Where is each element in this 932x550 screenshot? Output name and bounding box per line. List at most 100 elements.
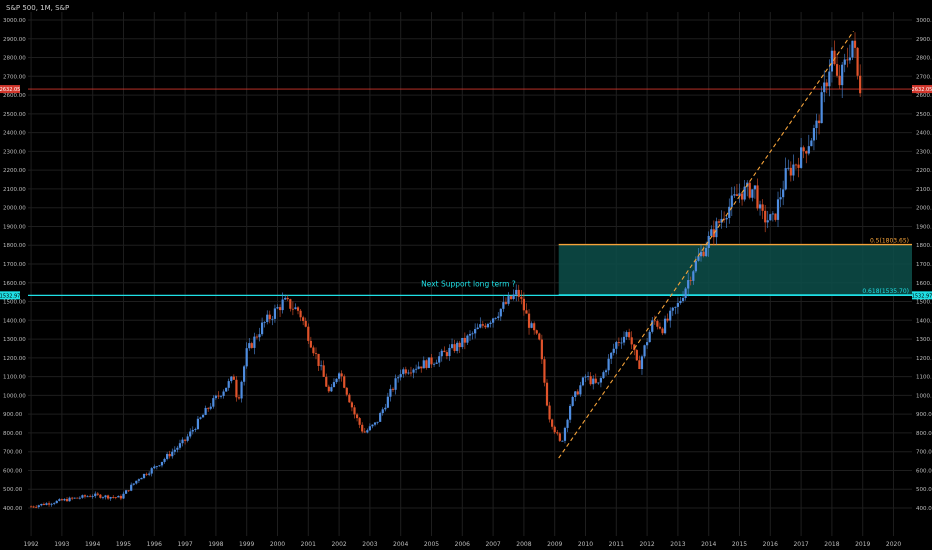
x-tick-label: 2006	[455, 541, 470, 548]
candle-body	[474, 329, 477, 334]
annotation-text: Next Support long term ?	[421, 280, 516, 289]
candle-body	[715, 221, 718, 238]
candle-body	[466, 335, 469, 343]
candle-body	[368, 426, 371, 431]
candle-body	[248, 343, 251, 349]
candle-body	[797, 164, 800, 168]
candle-body	[800, 147, 803, 168]
candle-body	[530, 323, 533, 328]
candle-body	[45, 503, 48, 505]
candle-body	[132, 483, 135, 485]
candle-body	[130, 484, 133, 491]
y-tick-label-right: 1900.00	[916, 224, 932, 230]
y-tick-label-left: 2200.00	[3, 168, 26, 174]
candle-body	[679, 300, 682, 304]
candle-body	[191, 429, 194, 432]
candle-body	[535, 330, 538, 334]
candle-body	[194, 429, 197, 430]
candle-body	[96, 493, 99, 495]
candle-body	[281, 299, 284, 311]
candle-body	[468, 333, 472, 336]
candle-body	[802, 147, 805, 152]
candle-body	[438, 356, 441, 363]
x-tick-label: 1994	[85, 541, 100, 548]
y-tick-label-right: 2500.00	[916, 112, 932, 118]
candle-body	[764, 210, 767, 223]
candle-body	[859, 75, 862, 94]
candle-body	[422, 360, 425, 369]
y-tick-label-left: 2000.00	[3, 206, 26, 212]
y-tick-label-left: 1100.00	[3, 375, 26, 381]
candle-body	[671, 307, 674, 311]
candle-body	[284, 297, 287, 300]
candle-body	[461, 337, 464, 348]
candle-body	[751, 189, 754, 198]
candle-body	[492, 318, 495, 323]
candle-body	[135, 480, 138, 484]
candle-body	[707, 235, 710, 248]
candle-body	[327, 386, 330, 392]
candle-body	[769, 214, 772, 221]
candle-body	[158, 465, 161, 467]
candle-body	[787, 167, 790, 169]
candle-body	[337, 373, 341, 379]
candle-body	[273, 308, 277, 319]
x-tick-label: 2013	[670, 541, 685, 548]
y-tick-label-right: 900.00	[916, 412, 932, 418]
candle-body	[148, 473, 151, 475]
fib-zone	[558, 244, 912, 295]
y-tick-label-left: 2300.00	[3, 149, 26, 155]
candle-body	[209, 406, 212, 409]
y-tick-label-right: 2400.00	[916, 131, 932, 137]
candle-body	[325, 376, 328, 387]
candle-body	[643, 345, 646, 357]
x-tick-label: 2007	[485, 541, 500, 548]
candle-body	[71, 497, 74, 499]
candle-body	[309, 340, 312, 348]
candle-body	[779, 197, 782, 200]
candle-body	[294, 307, 297, 310]
candle-body	[119, 495, 123, 499]
candle-body	[332, 382, 336, 388]
candle-body	[630, 337, 633, 345]
candle-body	[320, 365, 323, 367]
candle-body	[407, 372, 410, 374]
candle-body	[214, 395, 217, 399]
candle-body	[635, 350, 638, 361]
candle-body	[186, 436, 189, 441]
candle-body	[425, 360, 428, 368]
y-tick-label-right: 2600.00	[916, 93, 932, 99]
candle-body	[414, 368, 418, 370]
candle-body	[663, 318, 667, 334]
candle-body	[661, 328, 664, 334]
candle-body	[758, 204, 762, 209]
candle-body	[384, 407, 387, 410]
candle-body	[409, 372, 413, 374]
price-tag-right	[912, 85, 932, 94]
candle-body	[104, 495, 107, 498]
support-value-tag-left	[0, 291, 20, 300]
candle-body	[710, 229, 713, 236]
candle-body	[427, 357, 431, 368]
candle-body	[810, 140, 813, 147]
candle-body	[838, 75, 841, 86]
candle-body	[589, 376, 592, 385]
candle-body	[237, 397, 241, 399]
candle-body	[389, 388, 392, 397]
candle-body	[391, 388, 395, 390]
candle-body	[694, 260, 697, 272]
candle-body	[540, 339, 543, 360]
candle-body	[527, 313, 531, 328]
candle-body	[776, 199, 780, 220]
candle-body	[604, 370, 608, 373]
candle-body	[47, 503, 51, 505]
candle-body	[345, 387, 348, 395]
candle-body	[302, 317, 305, 321]
x-tick-label: 1992	[23, 541, 38, 548]
candle-body	[725, 217, 728, 220]
candle-body	[142, 473, 146, 478]
y-tick-label-left: 1200.00	[3, 356, 26, 362]
y-tick-label-right: 600.00	[916, 468, 932, 474]
candle-body	[579, 385, 582, 395]
